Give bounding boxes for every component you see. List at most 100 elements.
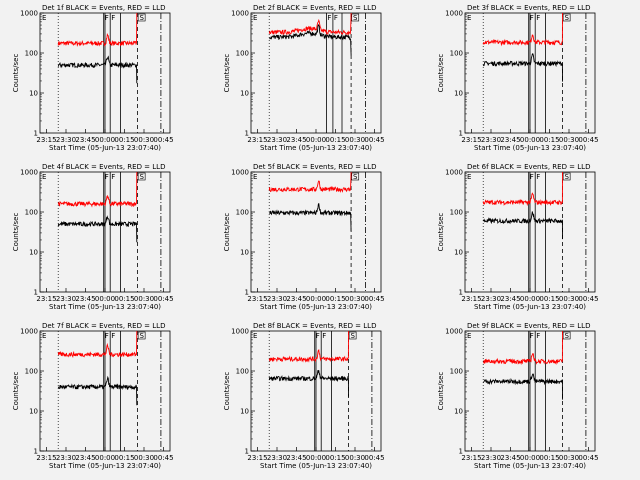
panel-title: Det 5f BLACK = Events, RED = LLD: [253, 163, 376, 171]
x-tick-label: 23:45: [75, 136, 95, 144]
x-tick-label: 23:15: [247, 295, 267, 303]
x-tick-label: 23:30: [56, 295, 76, 303]
x-tick-label: 00:00: [95, 295, 115, 303]
marker-label-s: S: [564, 173, 569, 181]
x-tick-label: 23:15: [461, 454, 481, 462]
x-tick-label: 00:30: [559, 454, 579, 462]
flag-label: F: [536, 14, 540, 22]
x-tick-label: 00:00: [306, 136, 326, 144]
marker-label-e: E: [42, 332, 46, 340]
y-tick-label: 100: [236, 368, 249, 376]
y-tick-label: 10: [454, 90, 463, 98]
x-tick-label: 23:30: [267, 454, 287, 462]
y-tick-label: 100: [25, 50, 38, 58]
events-series: [482, 211, 563, 240]
y-tick-label: 10: [240, 90, 249, 98]
lld-series: [57, 330, 138, 359]
events-series: [482, 52, 563, 82]
x-tick-label: 00:45: [578, 136, 598, 144]
x-tick-label: 23:30: [56, 454, 76, 462]
panel-8: Det 8f BLACK = Events, RED = LLD 1 10 100 10…: [223, 322, 385, 470]
lld-series: [482, 12, 563, 47]
flag-label: F: [536, 332, 540, 340]
y-tick-label: 10: [29, 249, 38, 257]
lld-series: [483, 330, 563, 366]
x-axis-label: Start Time (05-Jun-13 23:07:40): [260, 303, 372, 311]
y-axis-label: Counts/sec: [437, 372, 445, 411]
x-tick-label: 23:15: [461, 136, 481, 144]
x-axis-label: Start Time (05-Jun-13 23:07:40): [49, 303, 161, 311]
y-tick-label: 1: [245, 130, 249, 138]
y-tick-label: 10: [454, 249, 463, 257]
x-tick-label: 23:15: [247, 136, 267, 144]
y-tick-label: 1000: [231, 169, 249, 177]
flag-label: F: [530, 332, 534, 340]
x-tick-label: 00:30: [345, 295, 365, 303]
marker-label-e: E: [42, 173, 46, 181]
x-tick-label: 00:00: [95, 136, 115, 144]
y-axis-label: Counts/sec: [437, 54, 445, 93]
marker-label-s: S: [353, 14, 358, 22]
y-tick-label: 1: [34, 130, 38, 138]
flag-label: F: [316, 332, 320, 340]
panel-6: Det 6f BLACK = Events, RED = LLD 1 10 100 10…: [437, 163, 599, 311]
x-tick-label: 00:15: [539, 136, 559, 144]
panel-grid: Det 1f BLACK = Events, RED = LLD11010010…: [12, 4, 599, 470]
y-tick-label: 1: [459, 130, 463, 138]
events-series: [57, 375, 138, 406]
y-axis-label: Counts/sec: [12, 54, 20, 93]
y-tick-label: 1: [34, 448, 38, 456]
x-tick-label: 23:45: [286, 295, 306, 303]
panel-title: Det 9f BLACK = Events, RED = LLD: [467, 322, 590, 330]
y-axis-label: Counts/sec: [223, 54, 231, 93]
panel-title: Det 3f BLACK = Events, RED = LLD: [467, 4, 590, 12]
x-tick-label: 00:15: [325, 136, 345, 144]
y-tick-label: 100: [25, 209, 38, 217]
flag-label: F: [111, 14, 115, 22]
x-tick-label: 00:15: [325, 295, 345, 303]
marker-label-s: S: [353, 173, 358, 181]
y-tick-label: 100: [236, 209, 249, 217]
lld-series: [57, 12, 138, 47]
x-tick-label: 00:30: [134, 136, 154, 144]
y-axis-label: Counts/sec: [223, 213, 231, 252]
x-tick-label: 23:15: [36, 295, 56, 303]
marker-box-s: [348, 331, 357, 340]
lld-series: [268, 12, 352, 36]
marker-label-e: E: [467, 173, 471, 181]
x-tick-label: 23:45: [75, 295, 95, 303]
y-tick-label: 1000: [231, 10, 249, 18]
y-tick-label: 1000: [445, 169, 463, 177]
x-tick-label: 23:30: [56, 136, 76, 144]
marker-box-s: [351, 13, 360, 22]
x-tick-label: 00:00: [306, 454, 326, 462]
events-series: [57, 215, 138, 243]
x-tick-label: 23:45: [500, 295, 520, 303]
x-tick-label: 23:45: [500, 454, 520, 462]
marker-label-e: E: [467, 332, 471, 340]
marker-label-e: E: [253, 332, 257, 340]
marker-box-s: [137, 13, 146, 22]
panel-5: Det 5f BLACK = Events, RED = LLD 1 10 100 10…: [223, 163, 385, 311]
marker-box-s: [562, 13, 571, 22]
x-tick-label: 00:30: [134, 295, 154, 303]
x-tick-label: 00:45: [578, 295, 598, 303]
x-tick-label: 00:00: [95, 454, 115, 462]
y-tick-label: 100: [450, 209, 463, 217]
flag-label: F: [530, 14, 534, 22]
events-series: [269, 23, 352, 56]
x-tick-label: 00:30: [345, 454, 365, 462]
flag-label: F: [322, 332, 326, 340]
x-tick-label: 00:30: [559, 295, 579, 303]
x-axis-label: Start Time (05-Jun-13 23:07:40): [49, 462, 161, 470]
x-tick-label: 23:45: [286, 136, 306, 144]
y-tick-label: 1: [459, 448, 463, 456]
x-axis-label: Start Time (05-Jun-13 23:07:40): [49, 144, 161, 152]
x-tick-label: 23:15: [36, 136, 56, 144]
flag-label: F: [111, 173, 115, 181]
x-tick-label: 00:00: [520, 136, 540, 144]
panel-4: Det 4f BLACK = Events, RED = LLD 1 10 100 10…: [12, 163, 174, 311]
panel-7: Det 7f BLACK = Events, RED = LLD 1 10 100 10…: [12, 322, 174, 470]
